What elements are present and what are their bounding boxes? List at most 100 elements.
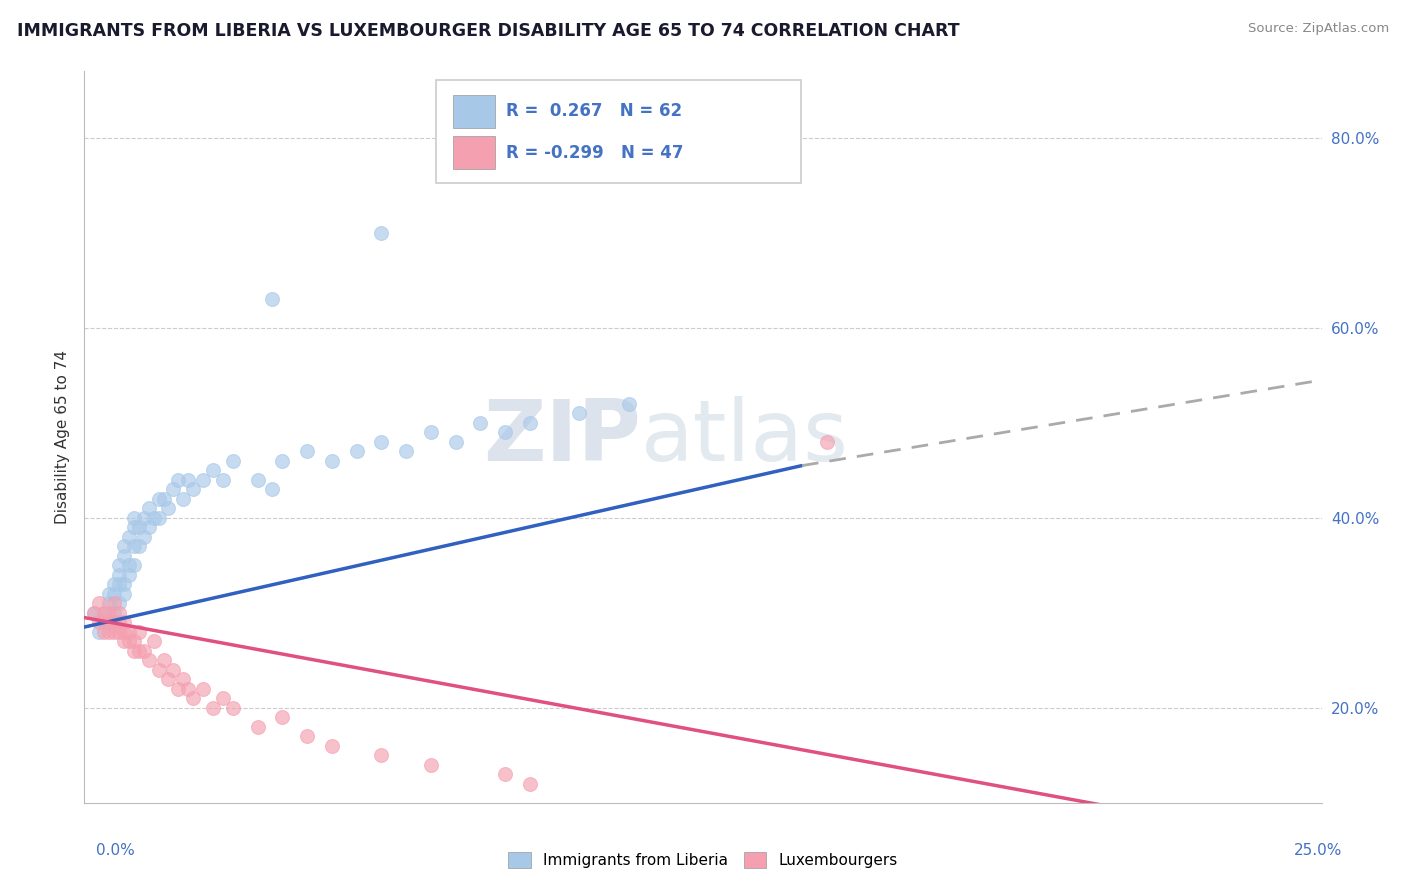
Point — [152, 653, 174, 667]
Point — [470, 416, 492, 430]
Point — [103, 577, 125, 591]
Point — [191, 473, 214, 487]
Point — [148, 663, 170, 677]
Point — [112, 577, 135, 591]
Point — [108, 558, 131, 573]
Point — [108, 624, 131, 639]
Point — [128, 539, 150, 553]
Point — [103, 587, 125, 601]
Point — [118, 624, 141, 639]
Point — [98, 615, 121, 630]
Point — [122, 511, 145, 525]
Point — [617, 397, 640, 411]
Text: 25.0%: 25.0% — [1295, 843, 1343, 858]
Point — [142, 511, 165, 525]
Point — [89, 615, 111, 630]
Point — [167, 681, 190, 696]
Point — [83, 606, 105, 620]
Point — [112, 615, 135, 630]
Point — [815, 434, 838, 449]
Point — [370, 226, 392, 240]
Text: ZIP: ZIP — [484, 395, 641, 479]
Point — [138, 653, 160, 667]
Point — [122, 520, 145, 534]
Point — [112, 624, 135, 639]
Point — [419, 757, 441, 772]
Point — [132, 511, 155, 525]
Point — [271, 454, 294, 468]
Point — [177, 473, 200, 487]
Point — [519, 416, 541, 430]
Point — [98, 615, 121, 630]
Point — [212, 473, 235, 487]
Point — [222, 454, 245, 468]
Point — [98, 587, 121, 601]
Point — [162, 663, 184, 677]
Point — [172, 673, 194, 687]
Point — [122, 558, 145, 573]
Point — [112, 539, 135, 553]
Point — [262, 293, 284, 307]
Point — [93, 624, 115, 639]
Point — [108, 577, 131, 591]
Point — [148, 511, 170, 525]
Text: 0.0%: 0.0% — [96, 843, 135, 858]
Point — [212, 691, 235, 706]
Point — [118, 530, 141, 544]
Y-axis label: Disability Age 65 to 74: Disability Age 65 to 74 — [55, 350, 70, 524]
Point — [370, 434, 392, 449]
Point — [262, 483, 284, 497]
Point — [128, 644, 150, 658]
Point — [148, 491, 170, 506]
Point — [122, 539, 145, 553]
Point — [321, 454, 343, 468]
Point — [167, 473, 190, 487]
Point — [142, 634, 165, 648]
Point — [103, 624, 125, 639]
Point — [519, 777, 541, 791]
Point — [295, 444, 318, 458]
Point — [108, 606, 131, 620]
Point — [395, 444, 418, 458]
Point — [112, 634, 135, 648]
Point — [444, 434, 467, 449]
Text: R = -0.299   N = 47: R = -0.299 N = 47 — [506, 144, 683, 161]
Point — [118, 558, 141, 573]
Point — [103, 596, 125, 610]
Point — [128, 624, 150, 639]
Point — [246, 720, 269, 734]
Point — [172, 491, 194, 506]
Point — [177, 681, 200, 696]
Point — [108, 615, 131, 630]
Point — [112, 549, 135, 563]
Point — [108, 567, 131, 582]
Point — [222, 701, 245, 715]
Point — [191, 681, 214, 696]
Point — [202, 701, 225, 715]
Point — [419, 425, 441, 440]
Point — [295, 729, 318, 743]
Point — [132, 644, 155, 658]
Point — [138, 520, 160, 534]
Point — [321, 739, 343, 753]
Point — [122, 634, 145, 648]
Point — [346, 444, 368, 458]
Point — [132, 530, 155, 544]
Point — [152, 491, 174, 506]
Point — [118, 567, 141, 582]
Point — [494, 425, 516, 440]
Point — [181, 691, 204, 706]
Point — [162, 483, 184, 497]
Point — [494, 767, 516, 781]
Legend: Immigrants from Liberia, Luxembourgers: Immigrants from Liberia, Luxembourgers — [508, 853, 898, 868]
Point — [568, 406, 591, 420]
Text: R =  0.267   N = 62: R = 0.267 N = 62 — [506, 103, 682, 120]
Point — [157, 501, 180, 516]
Point — [93, 606, 115, 620]
Point — [83, 606, 105, 620]
Point — [157, 673, 180, 687]
Point — [98, 606, 121, 620]
Point — [370, 748, 392, 763]
Text: atlas: atlas — [641, 395, 849, 479]
Point — [98, 624, 121, 639]
